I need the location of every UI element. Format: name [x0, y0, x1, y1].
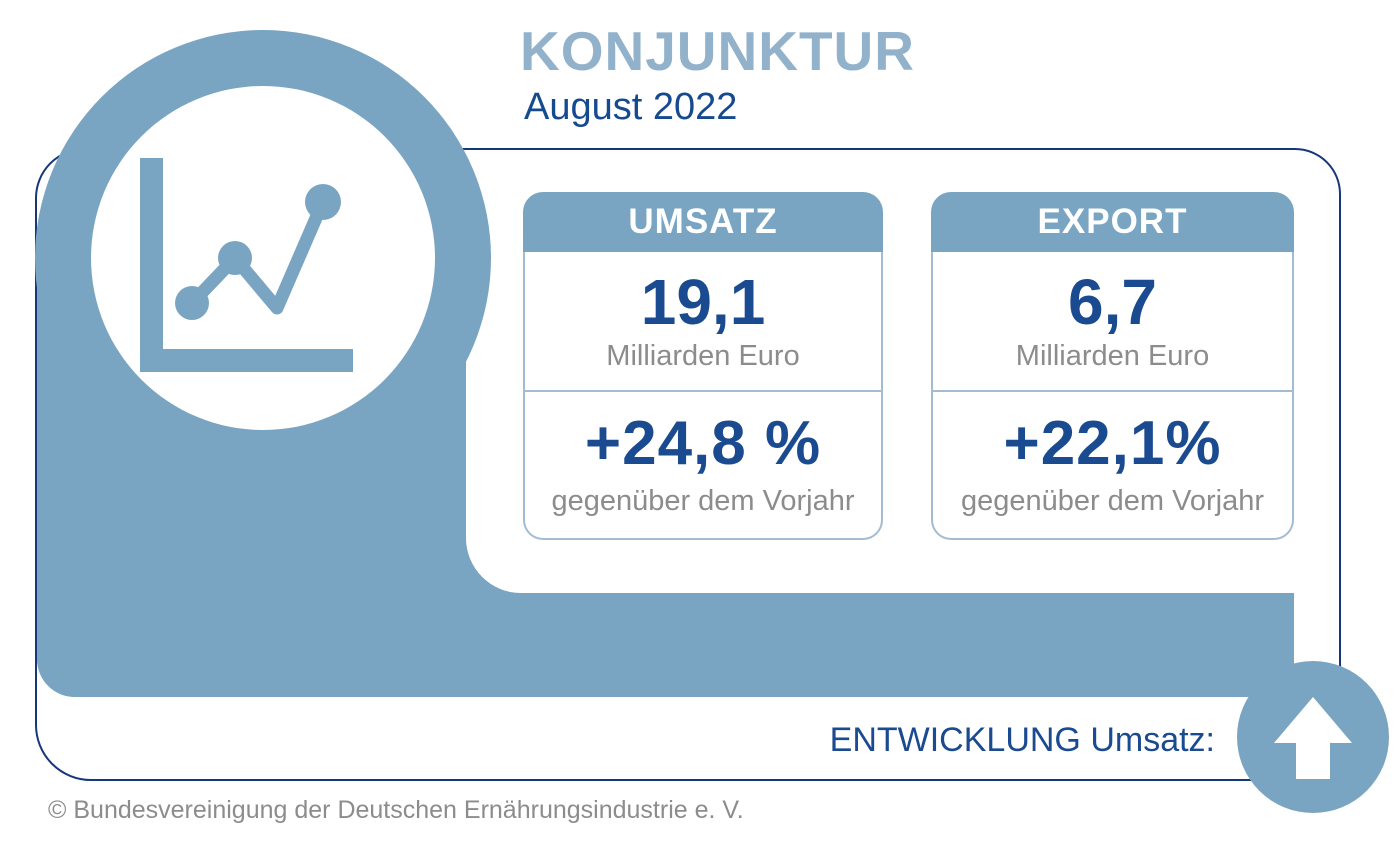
copyright-text: © Bundesvereinigung der Deutschen Ernähr…: [48, 796, 744, 824]
export-unit: Milliarden Euro: [1015, 339, 1210, 372]
page-title: KONJUNKTUR: [520, 20, 915, 82]
export-value: 6,7: [1068, 265, 1157, 338]
kpi-card-umsatz: UMSATZ 19,1 Milliarden Euro +24,8 % gege…: [523, 192, 883, 540]
card-change-section-export: +22,1% gegenüber dem Vorjahr: [933, 392, 1292, 538]
development-label: ENTWICKLUNG Umsatz:: [829, 721, 1215, 759]
outer-frame: [35, 148, 1341, 781]
kpi-card-export: EXPORT 6,7 Milliarden Euro +22,1% gegenü…: [931, 192, 1294, 540]
umsatz-value: 19,1: [640, 265, 766, 338]
umsatz-change-note: gegenüber dem Vorjahr: [551, 484, 855, 517]
export-change: +22,1%: [1003, 408, 1222, 478]
card-body-umsatz: 19,1 Milliarden Euro +24,8 % gegenüber d…: [523, 252, 883, 540]
page-subtitle: August 2022: [524, 86, 738, 128]
blue-bottom-band: [37, 593, 1294, 697]
card-value-section-export: 6,7 Milliarden Euro: [933, 252, 1292, 392]
export-change-note: gegenüber dem Vorjahr: [960, 484, 1265, 517]
card-header-export: EXPORT: [931, 192, 1294, 252]
umsatz-change: +24,8 %: [584, 408, 822, 478]
card-body-export: 6,7 Milliarden Euro +22,1% gegenüber dem…: [931, 252, 1294, 540]
card-value-section-umsatz: 19,1 Milliarden Euro: [525, 252, 881, 392]
trend-badge: [1237, 661, 1389, 813]
umsatz-unit: Milliarden Euro: [606, 339, 800, 372]
card-change-section-umsatz: +24,8 % gegenüber dem Vorjahr: [525, 392, 881, 538]
line-chart-icon: [140, 158, 353, 372]
card-header-umsatz: UMSATZ: [523, 192, 883, 252]
arrow-up-icon: [1274, 697, 1352, 779]
